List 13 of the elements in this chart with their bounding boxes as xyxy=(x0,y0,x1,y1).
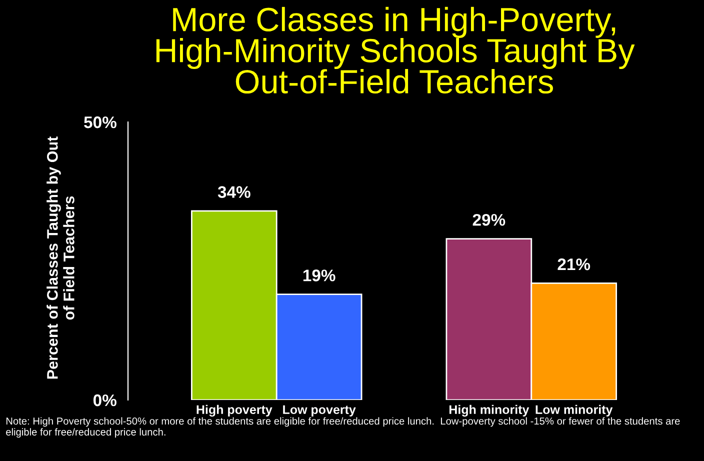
data-label: 19% xyxy=(303,270,336,282)
text: Note: High Poverty school-50% or more of the students are eligible for free/reduced price lunch. Low-poverty school -15% or fewer of the students are eligible for free/reduced price lunch. xyxy=(6,417,680,438)
x-tick-label: High poverty xyxy=(196,404,272,417)
x-tick-label: High minority xyxy=(449,404,530,417)
data-label: 21% xyxy=(558,258,590,270)
x-tick-label: Low poverty xyxy=(283,405,356,417)
y-tick-label: 50% xyxy=(84,116,116,128)
x-tick-label: Low minority xyxy=(536,404,613,417)
y-axis-title: Percent of Classes Taught by Out of Field Teachers xyxy=(46,136,74,379)
data-label: 34% xyxy=(218,186,250,198)
chart-title: More Classes in High-Poverty, High-Minority Schools Taught By Out-of-Field Teachers xyxy=(156,6,635,94)
data-label: 29% xyxy=(472,214,506,226)
y-tick-label: 0% xyxy=(93,394,116,406)
